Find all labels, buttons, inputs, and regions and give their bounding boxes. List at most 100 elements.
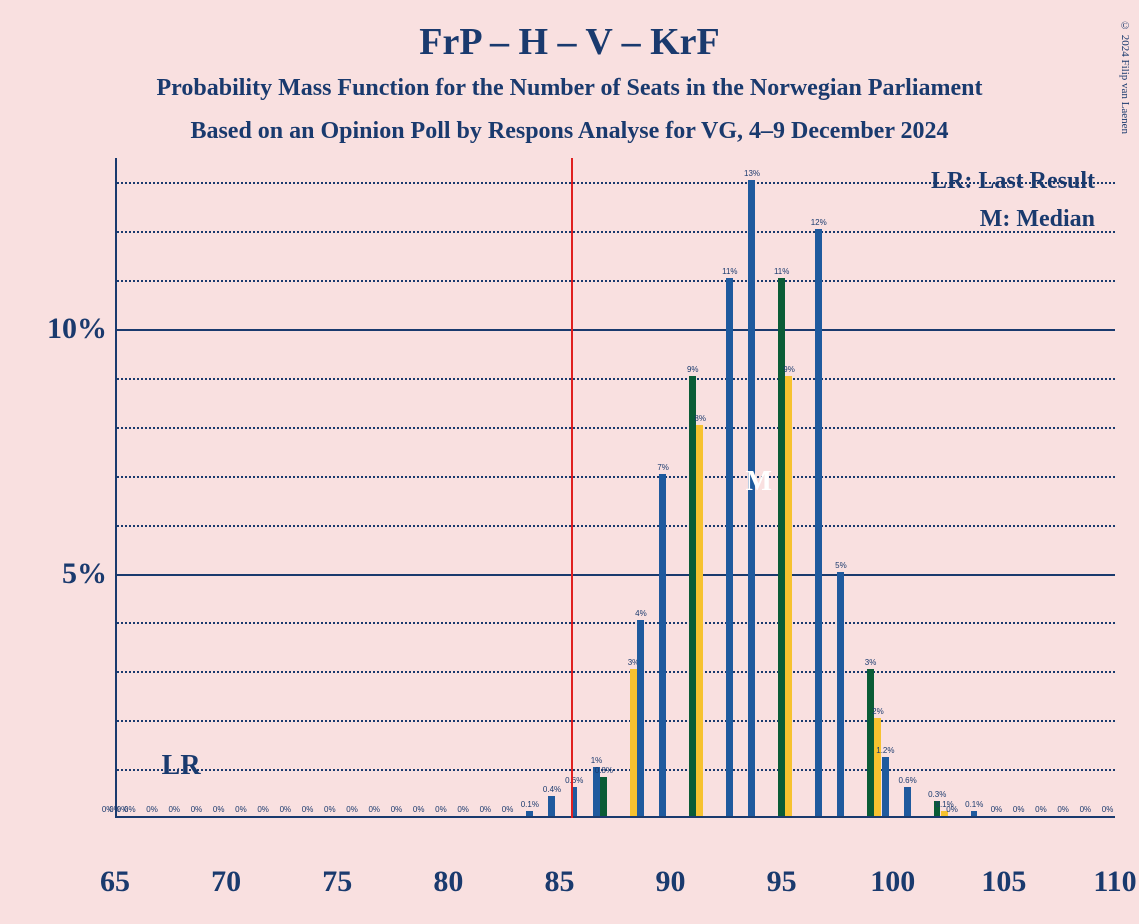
bar-value-label: 1.2% bbox=[876, 746, 894, 755]
bar-value-label: 0% bbox=[302, 805, 314, 814]
bar-value-label: 0% bbox=[391, 805, 403, 814]
bar-value-label: 0% bbox=[1035, 805, 1047, 814]
bar-value-label: 3% bbox=[865, 658, 877, 667]
bar bbox=[689, 376, 696, 816]
bar-value-label: 11% bbox=[774, 267, 789, 276]
minor-gridline bbox=[117, 427, 1115, 429]
legend-median: M: Median bbox=[980, 206, 1095, 233]
bar bbox=[874, 718, 881, 816]
bar-value-label: 0% bbox=[280, 805, 292, 814]
minor-gridline bbox=[117, 476, 1115, 478]
x-tick-label: 110 bbox=[1093, 865, 1136, 899]
major-gridline bbox=[117, 329, 1115, 331]
bar-value-label: 0% bbox=[1057, 805, 1069, 814]
median-label: M bbox=[745, 466, 771, 498]
chart-subtitle-1: Probability Mass Function for the Number… bbox=[0, 75, 1139, 102]
bar bbox=[785, 376, 792, 816]
bar-value-label: 4% bbox=[635, 609, 647, 618]
bar-value-label: 13% bbox=[744, 169, 760, 178]
bar bbox=[637, 620, 644, 816]
bar-value-label: 0% bbox=[124, 805, 136, 814]
bar bbox=[748, 180, 755, 816]
bar-value-label: 2% bbox=[872, 707, 884, 716]
bar-value-label: 0% bbox=[457, 805, 469, 814]
minor-gridline bbox=[117, 280, 1115, 282]
bar bbox=[548, 796, 555, 816]
bar-value-label: 0% bbox=[146, 805, 158, 814]
bar bbox=[600, 777, 607, 816]
bar bbox=[867, 669, 874, 816]
bar-value-label: 0% bbox=[480, 805, 492, 814]
bar-value-label: 7% bbox=[657, 463, 669, 472]
bar bbox=[971, 811, 978, 816]
bar bbox=[726, 278, 733, 816]
bar bbox=[630, 669, 637, 816]
x-tick-label: 90 bbox=[656, 865, 686, 899]
bar-value-label: 0% bbox=[368, 805, 380, 814]
minor-gridline bbox=[117, 525, 1115, 527]
y-axis bbox=[115, 158, 117, 818]
last-result-line bbox=[571, 158, 573, 818]
x-tick-label: 95 bbox=[767, 865, 797, 899]
bar-value-label: 0.1% bbox=[965, 800, 983, 809]
x-axis bbox=[115, 816, 1115, 818]
chart-subtitle-2: Based on an Opinion Poll by Respons Anal… bbox=[0, 118, 1139, 145]
bar-value-label: 0.6% bbox=[565, 776, 583, 785]
x-tick-label: 105 bbox=[981, 865, 1026, 899]
plot-area: 0% 0% 0% 0% 0% 0% 0% 0% 0% 0% 0% 0% 0% 0% 0% 0% 0% 0% 0% 0%… bbox=[115, 158, 1115, 818]
bar-value-label: 0% bbox=[1013, 805, 1025, 814]
bar-value-label: 0% bbox=[346, 805, 358, 814]
bar-value-label: 0% bbox=[435, 805, 447, 814]
bar-value-label: 0% bbox=[213, 805, 225, 814]
legend-last-result: LR: Last Result bbox=[931, 168, 1095, 195]
bar bbox=[904, 787, 911, 816]
x-tick-label: 80 bbox=[433, 865, 463, 899]
bar bbox=[815, 229, 822, 816]
chart-title: FrP – H – V – KrF bbox=[0, 20, 1139, 64]
last-result-label: LR bbox=[162, 750, 201, 782]
bar-value-label: 0% bbox=[413, 805, 425, 814]
bar-value-label: 11% bbox=[722, 267, 737, 276]
minor-gridline bbox=[117, 769, 1115, 771]
bar-value-label: 0% bbox=[191, 805, 203, 814]
bar-value-label: 0% bbox=[502, 805, 514, 814]
bar-value-label: 0% bbox=[257, 805, 269, 814]
bar-value-label: 0% bbox=[235, 805, 247, 814]
bar-value-label: 0.4% bbox=[543, 785, 561, 794]
x-tick-label: 100 bbox=[870, 865, 915, 899]
bar-value-label: 0.3% bbox=[928, 790, 946, 799]
minor-gridline bbox=[117, 622, 1115, 624]
bar-value-label: 9% bbox=[783, 365, 795, 374]
x-tick-label: 65 bbox=[100, 865, 130, 899]
bar bbox=[696, 425, 703, 816]
bar-value-label: 1% bbox=[591, 756, 603, 765]
bar bbox=[526, 811, 533, 816]
pmf-chart: FrP – H – V – KrF Probability Mass Funct… bbox=[0, 0, 1139, 924]
bar bbox=[778, 278, 785, 816]
bar-value-label: 0% bbox=[946, 805, 958, 814]
bar-value-label: 0% bbox=[1102, 805, 1114, 814]
bar-value-label: 0.8% bbox=[595, 766, 613, 775]
bar-value-label: 0.6% bbox=[898, 776, 916, 785]
bar-value-label: 0% bbox=[324, 805, 336, 814]
major-gridline bbox=[117, 574, 1115, 576]
bar-value-label: 0% bbox=[991, 805, 1003, 814]
y-tick-label: 10% bbox=[47, 312, 107, 346]
minor-gridline bbox=[117, 378, 1115, 380]
bar-value-label: 0% bbox=[168, 805, 180, 814]
minor-gridline bbox=[117, 231, 1115, 233]
bar-value-label: 8% bbox=[694, 414, 706, 423]
bar bbox=[659, 474, 666, 816]
x-tick-label: 70 bbox=[211, 865, 241, 899]
bar-value-label: 5% bbox=[835, 561, 847, 570]
bar-value-label: 0.1% bbox=[521, 800, 539, 809]
x-tick-label: 85 bbox=[544, 865, 574, 899]
bar bbox=[882, 757, 889, 816]
bar-value-label: 9% bbox=[687, 365, 699, 374]
minor-gridline bbox=[117, 671, 1115, 673]
bar bbox=[837, 572, 844, 816]
bar-value-label: 0% bbox=[1080, 805, 1092, 814]
copyright-text: © 2024 Filip van Laenen bbox=[1119, 20, 1131, 134]
minor-gridline bbox=[117, 720, 1115, 722]
x-tick-label: 75 bbox=[322, 865, 352, 899]
